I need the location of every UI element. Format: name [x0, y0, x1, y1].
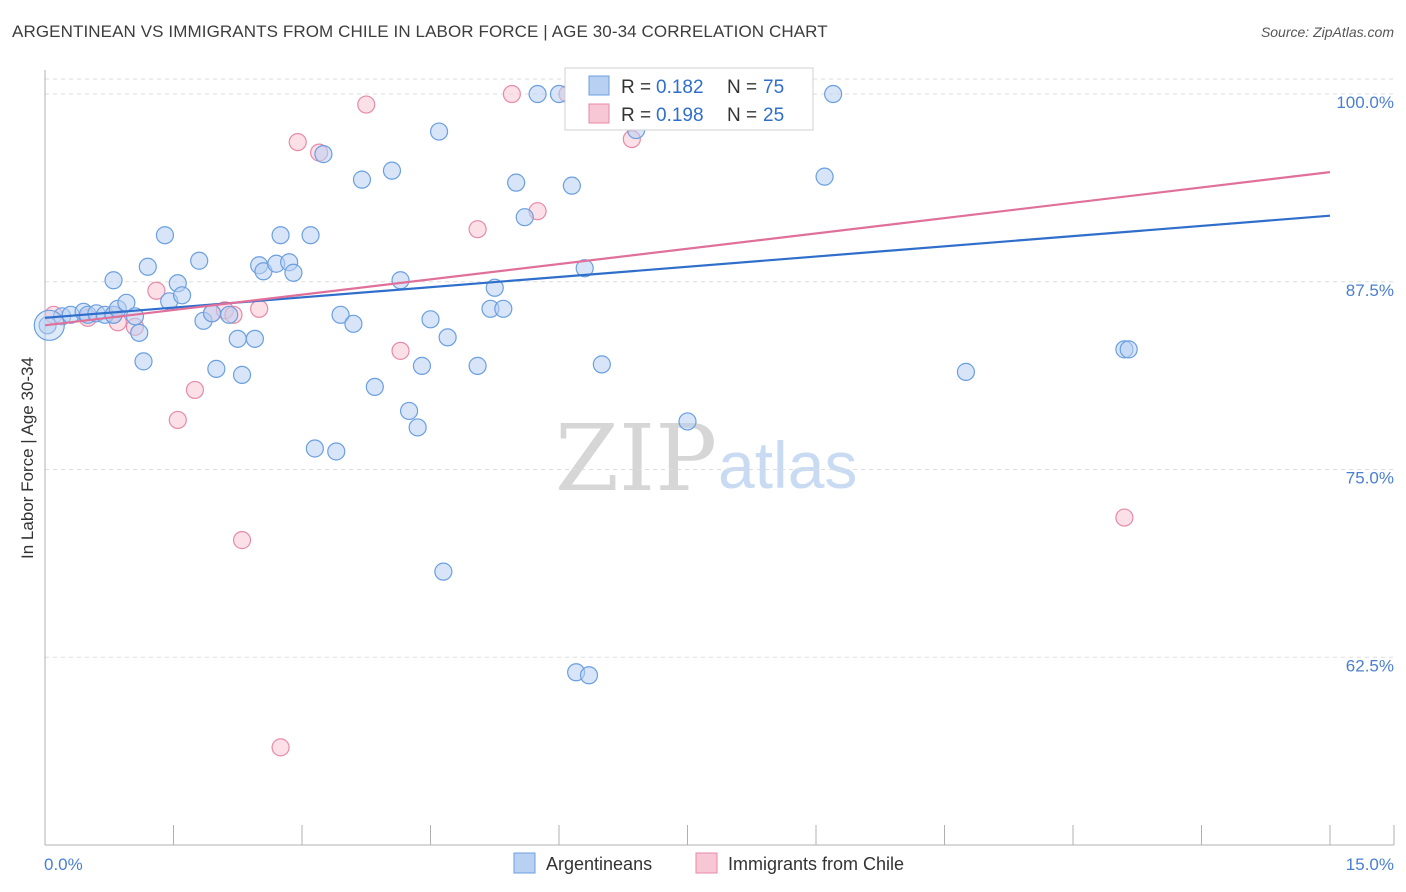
- data-point: [134, 352, 153, 371]
- legend-r-label-pink: R =: [621, 105, 651, 126]
- y-tick-labels: 62.5% 75.0% 87.5% 100.0%: [1336, 93, 1394, 675]
- x-tick-label-min: 0.0%: [44, 855, 83, 874]
- data-point: [429, 122, 449, 141]
- data-point: [232, 365, 252, 384]
- data-point: [327, 442, 346, 461]
- data-point: [1119, 340, 1138, 359]
- y-tick-label: 100.0%: [1336, 93, 1394, 112]
- data-point: [434, 562, 453, 581]
- legend-n-label-blue: N =: [727, 77, 757, 98]
- data-point: [412, 356, 432, 375]
- x-tick-label-max: 15.0%: [1346, 855, 1394, 874]
- data-point: [357, 95, 376, 114]
- legend-r-value-pink: 0.198: [656, 105, 704, 126]
- data-point: [815, 167, 834, 186]
- trend-lines: [44, 171, 1331, 327]
- data-point: [528, 84, 547, 104]
- data-point: [155, 226, 175, 245]
- data-point: [1115, 508, 1134, 527]
- y-tick-label: 62.5%: [1346, 656, 1394, 675]
- data-point: [421, 310, 440, 329]
- data-point: [399, 401, 419, 421]
- correlation-legend: R = 0.182 N = 75 R = 0.198 N = 25: [564, 67, 814, 131]
- data-point: [138, 257, 157, 276]
- data-point: [288, 132, 307, 152]
- data-point: [579, 666, 599, 685]
- series-legend-label-argentineans: Argentineans: [546, 854, 652, 874]
- data-point: [438, 328, 457, 347]
- data-point: [468, 356, 487, 375]
- data-point: [592, 355, 611, 374]
- data-point: [824, 84, 843, 104]
- data-point: [408, 418, 427, 437]
- axes: [44, 70, 1395, 846]
- data-point: [271, 226, 290, 245]
- series-argentineans-points: [33, 84, 1138, 685]
- data-point: [314, 145, 333, 164]
- data-point: [331, 305, 350, 324]
- y-axis-label: In Labor Force | Age 30-34: [18, 357, 37, 559]
- data-point: [352, 170, 372, 189]
- data-point: [185, 380, 205, 400]
- data-point: [507, 173, 526, 192]
- chart-title: ARGENTINEAN VS IMMIGRANTS FROM CHILE IN …: [12, 22, 828, 41]
- data-point: [301, 226, 320, 245]
- trend-line-chile: [44, 171, 1331, 327]
- data-point: [305, 439, 324, 458]
- data-point: [515, 208, 534, 227]
- data-point: [956, 362, 976, 381]
- data-point: [678, 412, 697, 431]
- legend-swatch-pink: [588, 103, 610, 124]
- data-point: [485, 278, 504, 297]
- data-point: [228, 329, 247, 348]
- legend-r-value-blue: 0.182: [656, 77, 704, 98]
- data-point: [250, 299, 269, 318]
- data-point: [104, 271, 123, 290]
- legend-n-label-pink: N =: [727, 105, 757, 126]
- data-point: [365, 377, 384, 397]
- data-point: [202, 304, 222, 323]
- series-legend-label-chile: Immigrants from Chile: [728, 854, 904, 874]
- data-point: [391, 271, 410, 290]
- series-legend-swatch-argentineans: [513, 852, 536, 874]
- data-point: [344, 314, 363, 333]
- series-legend-swatch-chile: [695, 852, 718, 874]
- data-point: [147, 281, 166, 300]
- data-point: [130, 323, 149, 342]
- data-point: [207, 359, 226, 378]
- data-point: [382, 161, 402, 180]
- watermark-atlas: atlas: [718, 428, 857, 502]
- watermark: ZIP atlas: [555, 405, 857, 512]
- data-point: [494, 299, 513, 318]
- data-point: [232, 531, 252, 550]
- data-point: [575, 259, 594, 278]
- source-credit: Source: ZipAtlas.com: [1260, 24, 1394, 40]
- data-point: [190, 251, 209, 270]
- data-point: [562, 176, 581, 195]
- data-point: [284, 263, 303, 282]
- data-point: [271, 738, 290, 757]
- y-tick-label: 87.5%: [1346, 281, 1394, 300]
- data-point: [502, 84, 521, 104]
- legend-r-label-blue: R =: [621, 77, 651, 98]
- data-point: [168, 410, 187, 430]
- y-tick-label: 75.0%: [1346, 469, 1394, 488]
- data-point: [172, 286, 192, 305]
- legend-n-value-pink: 25: [763, 105, 784, 126]
- legend-n-value-blue: 75: [763, 77, 784, 98]
- data-point: [468, 220, 487, 239]
- series-legend: Argentineans Immigrants from Chile: [513, 852, 904, 874]
- data-point: [220, 305, 239, 324]
- data-point: [245, 329, 264, 348]
- x-tick-labels: 0.0% 15.0%: [44, 855, 1394, 874]
- legend-swatch-blue: [588, 75, 610, 96]
- data-point: [391, 341, 410, 360]
